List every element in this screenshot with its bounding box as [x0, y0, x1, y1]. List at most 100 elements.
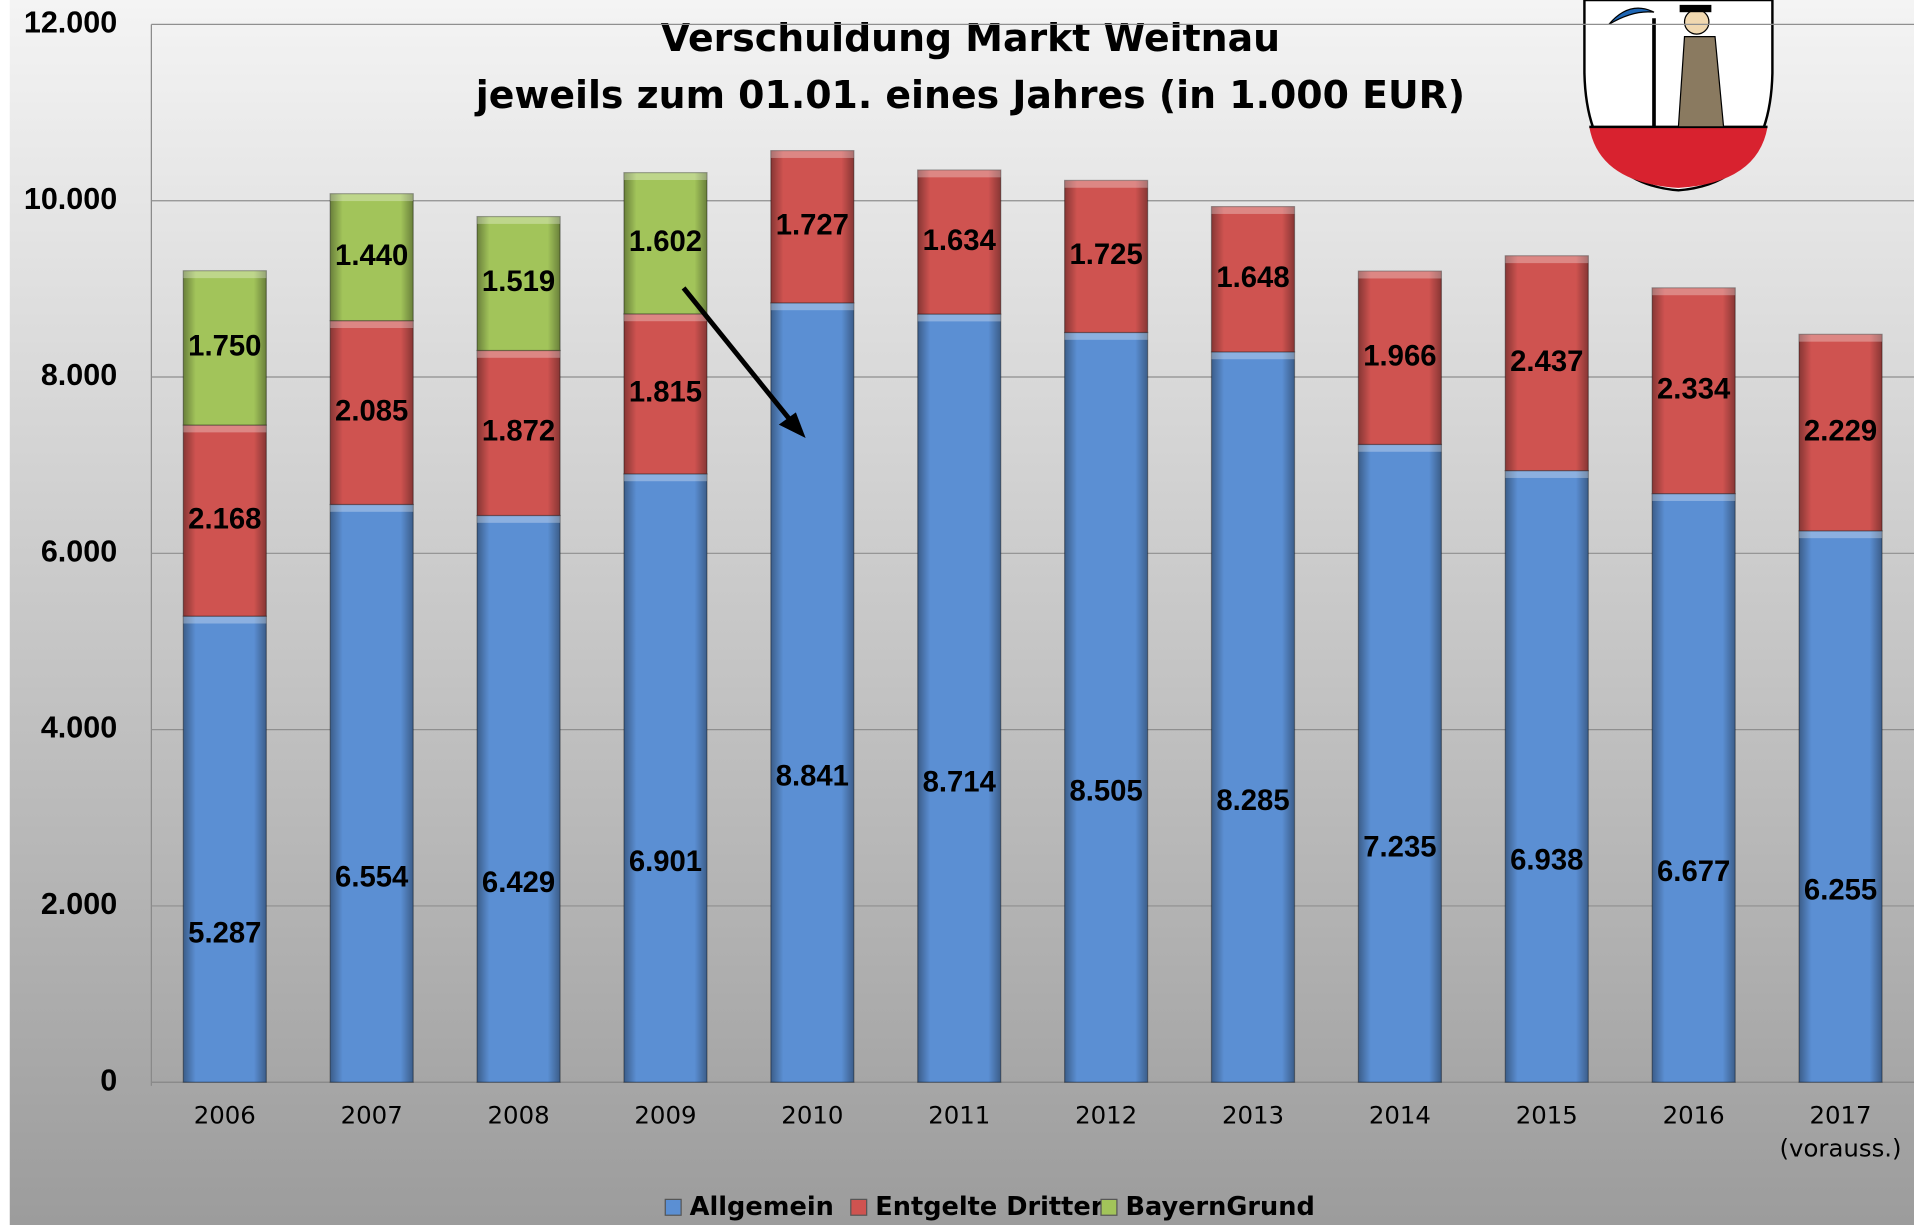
- y-tick-label: 12.000: [24, 5, 117, 39]
- bar-shade: [917, 170, 1001, 315]
- bar-bevel: [1652, 287, 1736, 296]
- legend-swatch: [850, 1198, 868, 1216]
- data-label: 2.229: [1804, 414, 1877, 447]
- x-tick-note: (vorauss.): [1780, 1133, 1902, 1162]
- data-label: 2.085: [335, 394, 408, 427]
- x-tick-label: 2016: [1663, 1100, 1725, 1129]
- x-tick-label: 2015: [1516, 1100, 1578, 1129]
- bar-shade: [477, 515, 561, 1083]
- data-label: 1.727: [776, 208, 849, 241]
- data-label: 6.554: [335, 861, 409, 894]
- data-label: 1.872: [482, 415, 555, 448]
- bar-shade: [623, 172, 707, 314]
- bar-bevel: [477, 216, 561, 224]
- bar-shade: [477, 350, 561, 516]
- data-label: 1.750: [188, 330, 261, 363]
- plot: 0 2.000 4.000 6.000 8.000 10.000 12.000 5.287 2.…: [24, 5, 1914, 1222]
- data-label: 8.714: [923, 765, 997, 798]
- bar-shade: [770, 150, 854, 303]
- bar-shade: [1505, 470, 1589, 1083]
- data-label: 1.648: [1216, 261, 1289, 294]
- data-label: 1.602: [629, 225, 702, 258]
- legend-swatch: [1100, 1198, 1118, 1216]
- bar-shade: [1799, 334, 1883, 531]
- bar-shade: [330, 193, 414, 321]
- bar-bevel: [477, 350, 561, 358]
- x-tick-label: 2011: [928, 1100, 990, 1129]
- data-label: 1.815: [629, 376, 702, 409]
- data-label: 2.334: [1657, 373, 1731, 406]
- bar-shade: [477, 216, 561, 351]
- annotation-arrow: [681, 286, 806, 439]
- bar-bevel: [183, 270, 267, 279]
- y-tick-label: 2.000: [41, 887, 117, 921]
- bar-shade: [1799, 530, 1883, 1083]
- x-tick-label: 2010: [781, 1100, 843, 1129]
- chart-subtitle: jeweils zum 01.01. eines Jahres (in 1.00…: [474, 73, 1465, 117]
- x-tick-label: 2017: [1810, 1100, 1872, 1129]
- data-label: 2.168: [188, 502, 261, 535]
- data-label: 7.235: [1363, 830, 1436, 863]
- bar-bevel: [623, 473, 707, 482]
- bar-shade: [1652, 493, 1736, 1083]
- x-tick-label: 2006: [194, 1100, 256, 1129]
- chart-title: Verschuldung Markt Weitnau: [661, 16, 1280, 60]
- bar-bevel: [623, 172, 707, 180]
- y-tick-label: 10.000: [24, 182, 117, 216]
- y-tick-label: 6.000: [41, 534, 117, 568]
- bar-shade: [183, 270, 267, 426]
- coat-of-arms: [1583, 0, 1774, 192]
- bar-bevel: [1211, 351, 1295, 360]
- data-label: 1.519: [482, 265, 555, 298]
- bar-shade: [1358, 444, 1442, 1083]
- bar-shade: [1064, 180, 1148, 333]
- x-tick-label: 2009: [634, 1100, 696, 1129]
- bar-bevel: [1064, 332, 1148, 340]
- legend-swatch: [664, 1198, 682, 1216]
- y-tick-label: 8.000: [41, 358, 117, 392]
- data-label: 8.505: [1069, 775, 1142, 808]
- data-label: 2.437: [1510, 345, 1583, 378]
- x-tick-label: 2012: [1075, 1100, 1137, 1129]
- y-tick-label: 4.000: [41, 711, 117, 745]
- bar-bevel: [770, 150, 854, 158]
- bar-bevel: [1358, 444, 1442, 452]
- bar-bevel: [1505, 255, 1589, 264]
- bar-bevel: [1652, 493, 1736, 501]
- x-tick-label: 2007: [341, 1100, 403, 1129]
- legend-label: BayernGrund: [1125, 1192, 1314, 1222]
- data-label: 8.841: [776, 760, 849, 793]
- bar-bevel: [183, 616, 267, 624]
- bar-shade: [623, 473, 707, 1083]
- bar-bevel: [330, 193, 414, 202]
- x-tick-label: 2013: [1222, 1100, 1284, 1129]
- bar-bevel: [1211, 206, 1295, 214]
- bar-bevel: [917, 314, 1001, 322]
- bar-bevel: [330, 504, 414, 512]
- legend-label: Allgemein: [690, 1192, 834, 1222]
- data-label: 5.287: [188, 916, 261, 949]
- data-label: 6.901: [629, 845, 702, 878]
- bar-bevel: [330, 320, 414, 329]
- bar-shade: [770, 302, 854, 1083]
- data-label: 1.634: [923, 224, 997, 257]
- bar-bevel: [623, 313, 707, 322]
- legend-label: Entgelte Dritter: [875, 1192, 1104, 1222]
- bar-shade: [1064, 332, 1148, 1083]
- bar-shade: [330, 504, 414, 1083]
- bar-shade: [1505, 255, 1589, 471]
- bar-shade: [183, 425, 267, 617]
- bar-shade: [1211, 351, 1295, 1083]
- bar-shade: [330, 320, 414, 505]
- bar-shade: [1211, 206, 1295, 352]
- data-label: 6.677: [1657, 855, 1730, 888]
- x-tick-label: 2014: [1369, 1100, 1431, 1129]
- bar-bevel: [183, 425, 267, 433]
- x-tick-label: 2008: [488, 1100, 550, 1129]
- data-label: 6.255: [1804, 874, 1877, 907]
- data-label: 1.440: [335, 239, 408, 272]
- data-label: 8.285: [1216, 784, 1289, 817]
- data-label: 6.938: [1510, 844, 1583, 877]
- bar-shade: [917, 314, 1001, 1083]
- data-label: 6.429: [482, 866, 555, 899]
